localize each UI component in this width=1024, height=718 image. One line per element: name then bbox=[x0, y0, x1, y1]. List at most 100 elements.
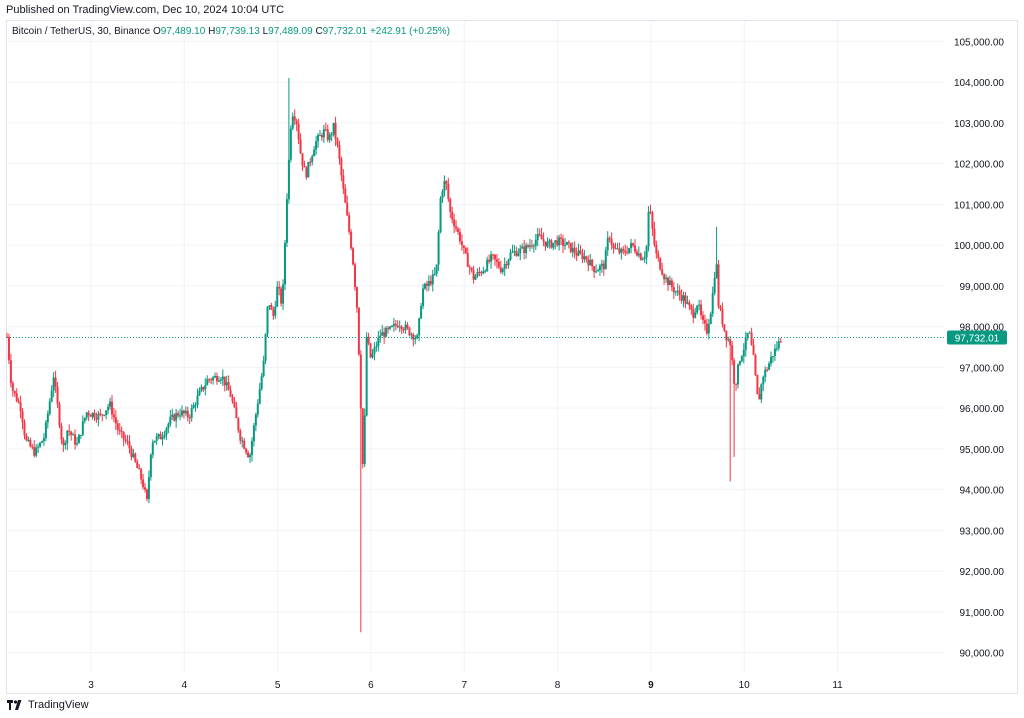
grid-lines bbox=[7, 21, 945, 673]
close-label: C bbox=[315, 26, 323, 37]
candle-body bbox=[478, 271, 481, 273]
candle-body bbox=[758, 394, 761, 400]
candle-body bbox=[651, 212, 654, 229]
candle-body bbox=[394, 323, 397, 326]
candle-body bbox=[85, 412, 88, 418]
candle-body bbox=[116, 423, 119, 430]
candle-body bbox=[462, 245, 465, 249]
candle-body bbox=[165, 428, 168, 435]
candle-body bbox=[237, 418, 240, 431]
candle-body bbox=[511, 251, 514, 253]
candle-body bbox=[68, 430, 71, 432]
candle-body bbox=[486, 259, 489, 271]
candle-body bbox=[33, 446, 36, 456]
candle-body bbox=[639, 253, 642, 260]
candle-body bbox=[336, 138, 339, 145]
candle-body bbox=[318, 135, 321, 137]
candle-body bbox=[591, 259, 594, 267]
candle-body bbox=[740, 356, 743, 362]
candle-body bbox=[703, 320, 706, 324]
candle-body bbox=[624, 250, 627, 253]
candle-body bbox=[54, 377, 57, 387]
candle-body bbox=[159, 434, 162, 440]
candle-body bbox=[359, 354, 362, 409]
candle-body bbox=[72, 434, 75, 436]
x-tick-label: 10 bbox=[739, 680, 751, 691]
candle-body bbox=[530, 245, 533, 247]
candle-body bbox=[464, 248, 467, 254]
candle-body bbox=[458, 231, 461, 242]
candle-body bbox=[142, 479, 145, 488]
candle-body bbox=[217, 380, 220, 382]
published-caption: Published on TradingView.com, Dec 10, 20… bbox=[6, 4, 285, 16]
candle-body bbox=[315, 141, 318, 150]
candle-body bbox=[661, 269, 664, 275]
candle-body bbox=[212, 377, 215, 381]
y-tick-label: 92,000.00 bbox=[960, 567, 1005, 578]
candle-body bbox=[231, 396, 234, 402]
y-tick-label: 95,000.00 bbox=[960, 445, 1005, 456]
candle-body bbox=[151, 442, 154, 455]
y-tick-label: 100,000.00 bbox=[954, 241, 1004, 252]
candle-body bbox=[161, 437, 164, 440]
candle-body bbox=[241, 440, 244, 442]
candle-body bbox=[544, 241, 547, 247]
candle-body bbox=[431, 274, 434, 285]
y-tick-label: 96,000.00 bbox=[960, 404, 1005, 415]
candle-body bbox=[742, 350, 745, 357]
candle-body bbox=[247, 452, 250, 458]
candle-body bbox=[173, 414, 176, 421]
candle-body bbox=[482, 271, 485, 274]
candle-body bbox=[363, 415, 366, 465]
candle-body bbox=[369, 343, 372, 358]
candle-body bbox=[101, 414, 104, 416]
candle-body bbox=[249, 455, 252, 458]
candle-body bbox=[280, 288, 283, 304]
candle-body bbox=[243, 440, 246, 449]
candle-body bbox=[777, 341, 780, 349]
candle-body bbox=[546, 242, 549, 247]
x-tick-label: 3 bbox=[88, 680, 94, 691]
candle-body bbox=[709, 313, 712, 325]
candle-body bbox=[383, 332, 386, 337]
candle-body bbox=[738, 361, 741, 365]
candle-body bbox=[534, 239, 537, 246]
candle-body bbox=[379, 335, 382, 338]
candle-body bbox=[575, 253, 578, 256]
candle-body bbox=[499, 267, 502, 273]
x-tick-label: 8 bbox=[555, 680, 561, 691]
candle-body bbox=[768, 363, 771, 370]
candle-body bbox=[182, 410, 185, 414]
candle-body bbox=[754, 355, 757, 375]
candle-body bbox=[301, 153, 304, 166]
candle-body bbox=[23, 422, 26, 436]
candle-body bbox=[773, 348, 776, 356]
candle-body bbox=[58, 403, 61, 426]
candle-body bbox=[371, 353, 374, 358]
candle-body bbox=[134, 453, 137, 462]
candle-body bbox=[110, 401, 113, 415]
candle-body bbox=[775, 348, 778, 350]
candle-body bbox=[260, 376, 263, 390]
candle-body bbox=[44, 422, 47, 439]
y-axis: 90,000.00 91,000.00 92,000.00 93,000.00 94,0… bbox=[954, 37, 1004, 659]
candle-body bbox=[423, 283, 426, 289]
y-tick-label: 104,000.00 bbox=[954, 78, 1004, 89]
candle-body bbox=[406, 324, 409, 328]
candle-body bbox=[610, 238, 613, 245]
candle-body bbox=[118, 429, 121, 432]
candle-body bbox=[701, 315, 704, 321]
candle-body bbox=[744, 337, 747, 351]
candle-body bbox=[571, 247, 574, 253]
candle-body bbox=[678, 290, 681, 295]
candle-body bbox=[457, 228, 460, 232]
candle-body bbox=[670, 280, 673, 288]
last-price-tag bbox=[947, 330, 1007, 345]
candle-body bbox=[597, 270, 600, 272]
candle-body bbox=[352, 248, 355, 265]
candle-body bbox=[420, 306, 423, 319]
candle-body bbox=[295, 120, 298, 125]
candle-body bbox=[633, 245, 636, 252]
candle-body bbox=[509, 252, 512, 260]
